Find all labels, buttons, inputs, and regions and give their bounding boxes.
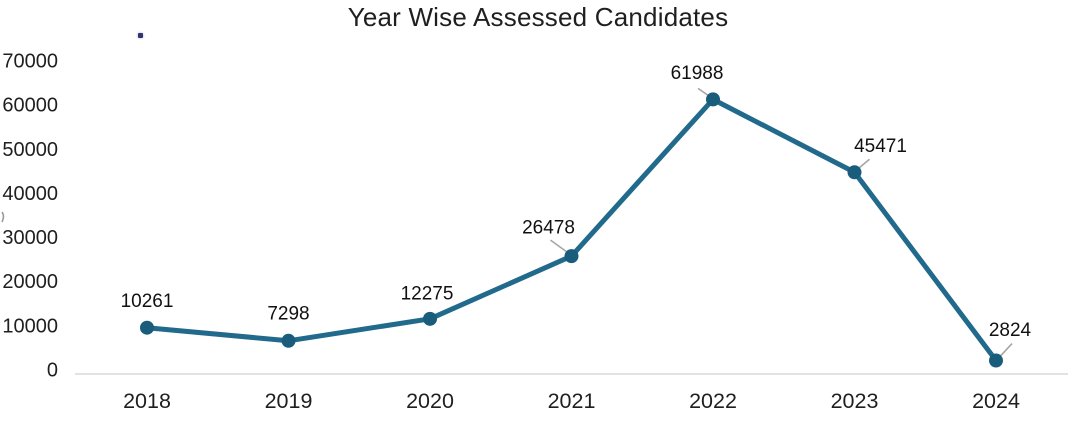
y-tick-label: 70000 <box>2 51 58 73</box>
clipped-axis-title-fragment <box>1 211 5 223</box>
data-point-label: 12275 <box>401 283 454 304</box>
x-tick-label: 2023 <box>831 389 879 413</box>
data-point-label: 10261 <box>121 291 174 312</box>
x-tick-label: 2022 <box>689 389 737 413</box>
y-tick-label: 0 <box>47 360 58 382</box>
x-tick-label: 2019 <box>265 389 313 413</box>
y-tick-label: 60000 <box>2 95 58 117</box>
data-point-label: 45471 <box>854 136 907 157</box>
x-tick-label: 2024 <box>972 389 1020 413</box>
y-tick-label: 50000 <box>2 139 58 161</box>
data-point-marker <box>140 320 154 335</box>
stray-accent-dot <box>138 33 143 38</box>
y-tick-label: 20000 <box>2 271 58 293</box>
y-tick-label: 10000 <box>2 315 58 337</box>
data-point-marker <box>989 353 1003 368</box>
data-point-marker <box>564 249 579 264</box>
y-tick-label: 40000 <box>2 183 58 205</box>
data-point-label: 2824 <box>989 320 1032 341</box>
data-label-leader-line <box>998 342 1013 359</box>
data-point-label: 7298 <box>267 303 309 324</box>
chart-title: Year Wise Assessed Candidates <box>347 2 729 32</box>
x-tick-label: 2018 <box>123 389 171 413</box>
data-point-marker <box>706 92 720 107</box>
data-point-marker <box>847 165 862 180</box>
x-tick-label: 2020 <box>406 389 454 413</box>
data-point-label: 26478 <box>522 218 575 239</box>
x-tick-label: 2021 <box>548 389 596 413</box>
data-point-label: 61988 <box>671 63 724 84</box>
data-point-marker <box>281 333 296 348</box>
y-tick-label: 30000 <box>2 227 58 249</box>
data-point-marker <box>423 311 437 326</box>
data-label-leader-line <box>550 239 569 254</box>
